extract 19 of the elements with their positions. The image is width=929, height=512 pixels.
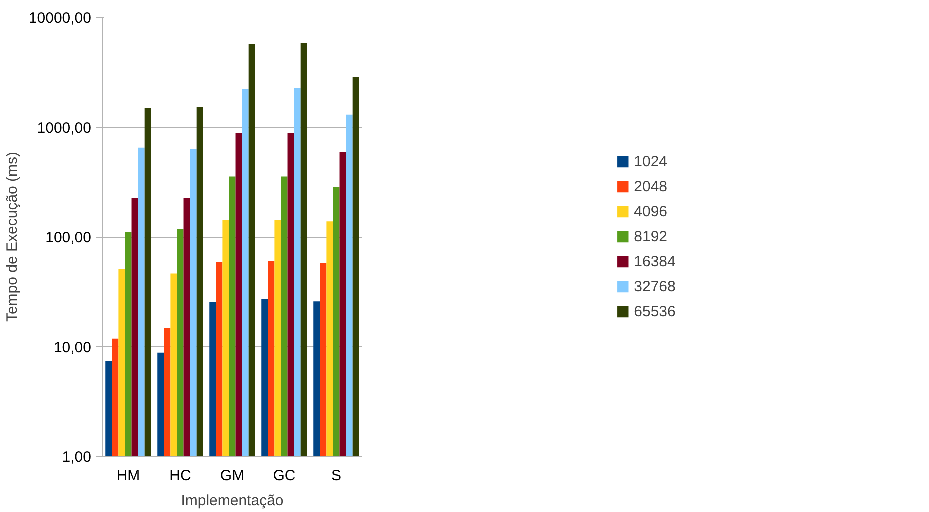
legend-label: 4096 xyxy=(634,203,668,220)
legend-label: 65536 xyxy=(634,303,676,320)
y-tick-label: 1,00 xyxy=(62,449,92,466)
x-tick-label: GC xyxy=(273,468,296,484)
legend-label: 2048 xyxy=(634,178,668,195)
x-axis-title: Implementação xyxy=(181,492,284,510)
y-tick-label: 10,00 xyxy=(54,339,92,356)
legend-label: 1024 xyxy=(634,153,668,170)
x-tick-label: S xyxy=(332,468,342,484)
legend-label: 16384 xyxy=(634,253,676,270)
legend-label: 8192 xyxy=(634,228,668,245)
legend-label: 32768 xyxy=(634,278,676,295)
x-tick-label: GM xyxy=(220,468,245,484)
y-tick-label: 10000,00 xyxy=(28,10,92,27)
y-tick-label: 1000,00 xyxy=(37,120,92,137)
y-axis-title: Tempo de Execução (ms) xyxy=(4,152,21,322)
x-tick-label: HC xyxy=(170,468,192,484)
y-tick-label: 100,00 xyxy=(46,230,92,246)
x-tick-label: HM xyxy=(116,468,140,484)
